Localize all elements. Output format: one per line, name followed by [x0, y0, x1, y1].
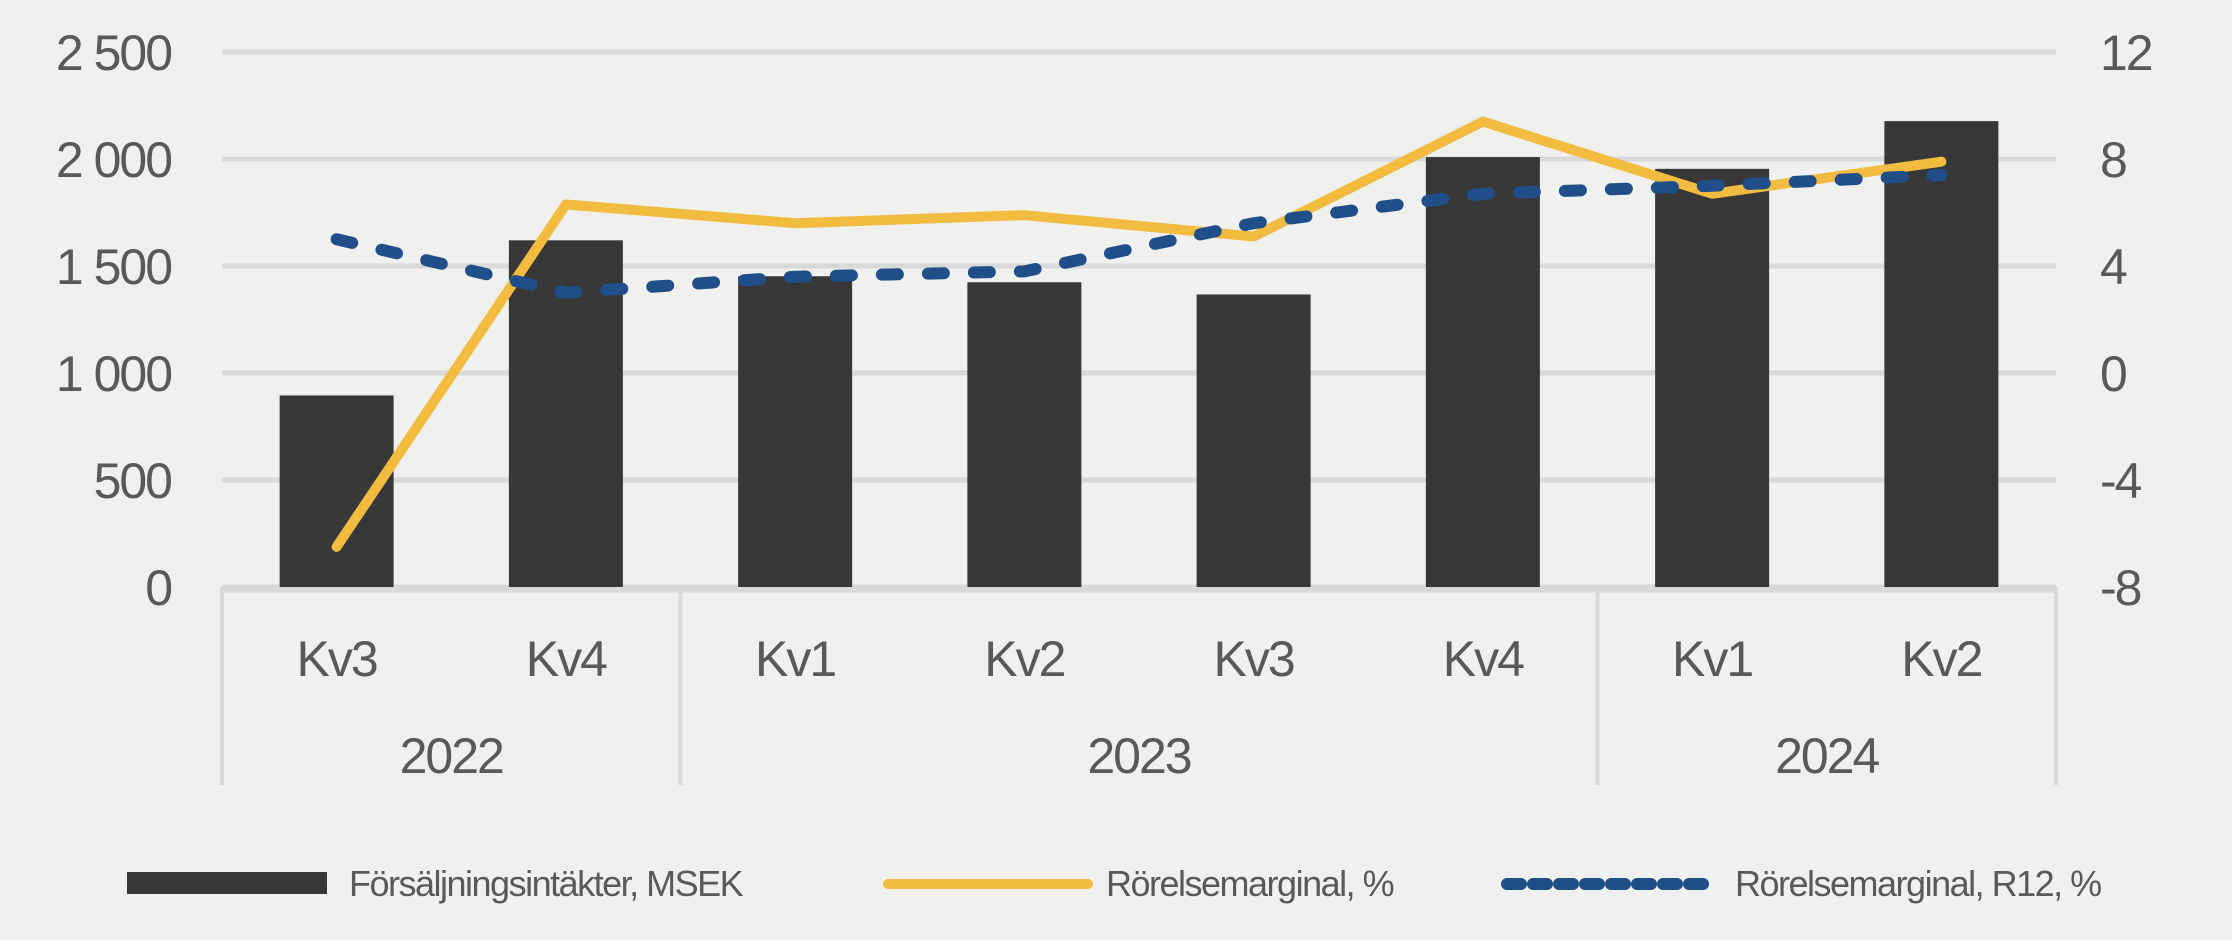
category-label: Kv2	[984, 631, 1064, 687]
legend-label-margin-r12: Rörelsemarginal, R12, %	[1735, 863, 2101, 904]
bar-revenue	[1655, 168, 1770, 587]
y-left-tick-label: 500	[94, 453, 172, 509]
legend-label-margin: Rörelsemarginal, %	[1106, 863, 1394, 904]
y-right-tick-label: 12	[2100, 25, 2152, 81]
category-label: Kv4	[1443, 631, 1524, 687]
y-right-tick-label: -4	[2100, 453, 2142, 509]
legend-swatch-bar	[127, 872, 327, 894]
category-label: Kv2	[1901, 631, 1981, 687]
y-left-tick-label: 0	[145, 560, 171, 616]
year-label: 2022	[400, 728, 503, 784]
axes: 0 500 1 000 1 500 2 000 2 500 -8 -4 0 4 8 12 2022 202…	[56, 25, 2154, 785]
lines	[330, 116, 1948, 552]
bars	[279, 121, 1999, 587]
category-label: Kv4	[526, 631, 607, 687]
category-label: Kv3	[297, 631, 377, 687]
y-right-tick-label: 0	[2100, 346, 2126, 402]
category-label: Kv1	[755, 631, 835, 687]
y-right-tick-label: 4	[2100, 239, 2127, 295]
year-label: 2024	[1775, 728, 1879, 784]
legend-label-revenue: Försäljningsintäkter, MSEK	[349, 863, 744, 904]
y-right-tick-label: 8	[2100, 132, 2126, 188]
gridlines	[222, 49, 2056, 590]
y-right-tick-label: -8	[2100, 560, 2141, 616]
bar-revenue	[738, 276, 853, 587]
category-label: Kv3	[1214, 631, 1294, 687]
year-label: 2023	[1087, 728, 1190, 784]
legend: Försäljningsintäkter, MSEK Rörelsemargin…	[127, 863, 2103, 904]
y-left-tick-label: 2 000	[56, 132, 171, 188]
line-margin-r12	[330, 169, 1948, 299]
y-left-tick-label: 2 500	[56, 25, 171, 81]
bar-revenue	[1884, 121, 1999, 587]
bar-revenue	[967, 282, 1082, 587]
y-left-tick-label: 1 000	[56, 346, 171, 402]
category-label: Kv1	[1672, 631, 1752, 687]
y-left-tick-label: 1 500	[56, 239, 171, 295]
bar-revenue	[1196, 294, 1311, 587]
bar-revenue	[1425, 157, 1540, 587]
